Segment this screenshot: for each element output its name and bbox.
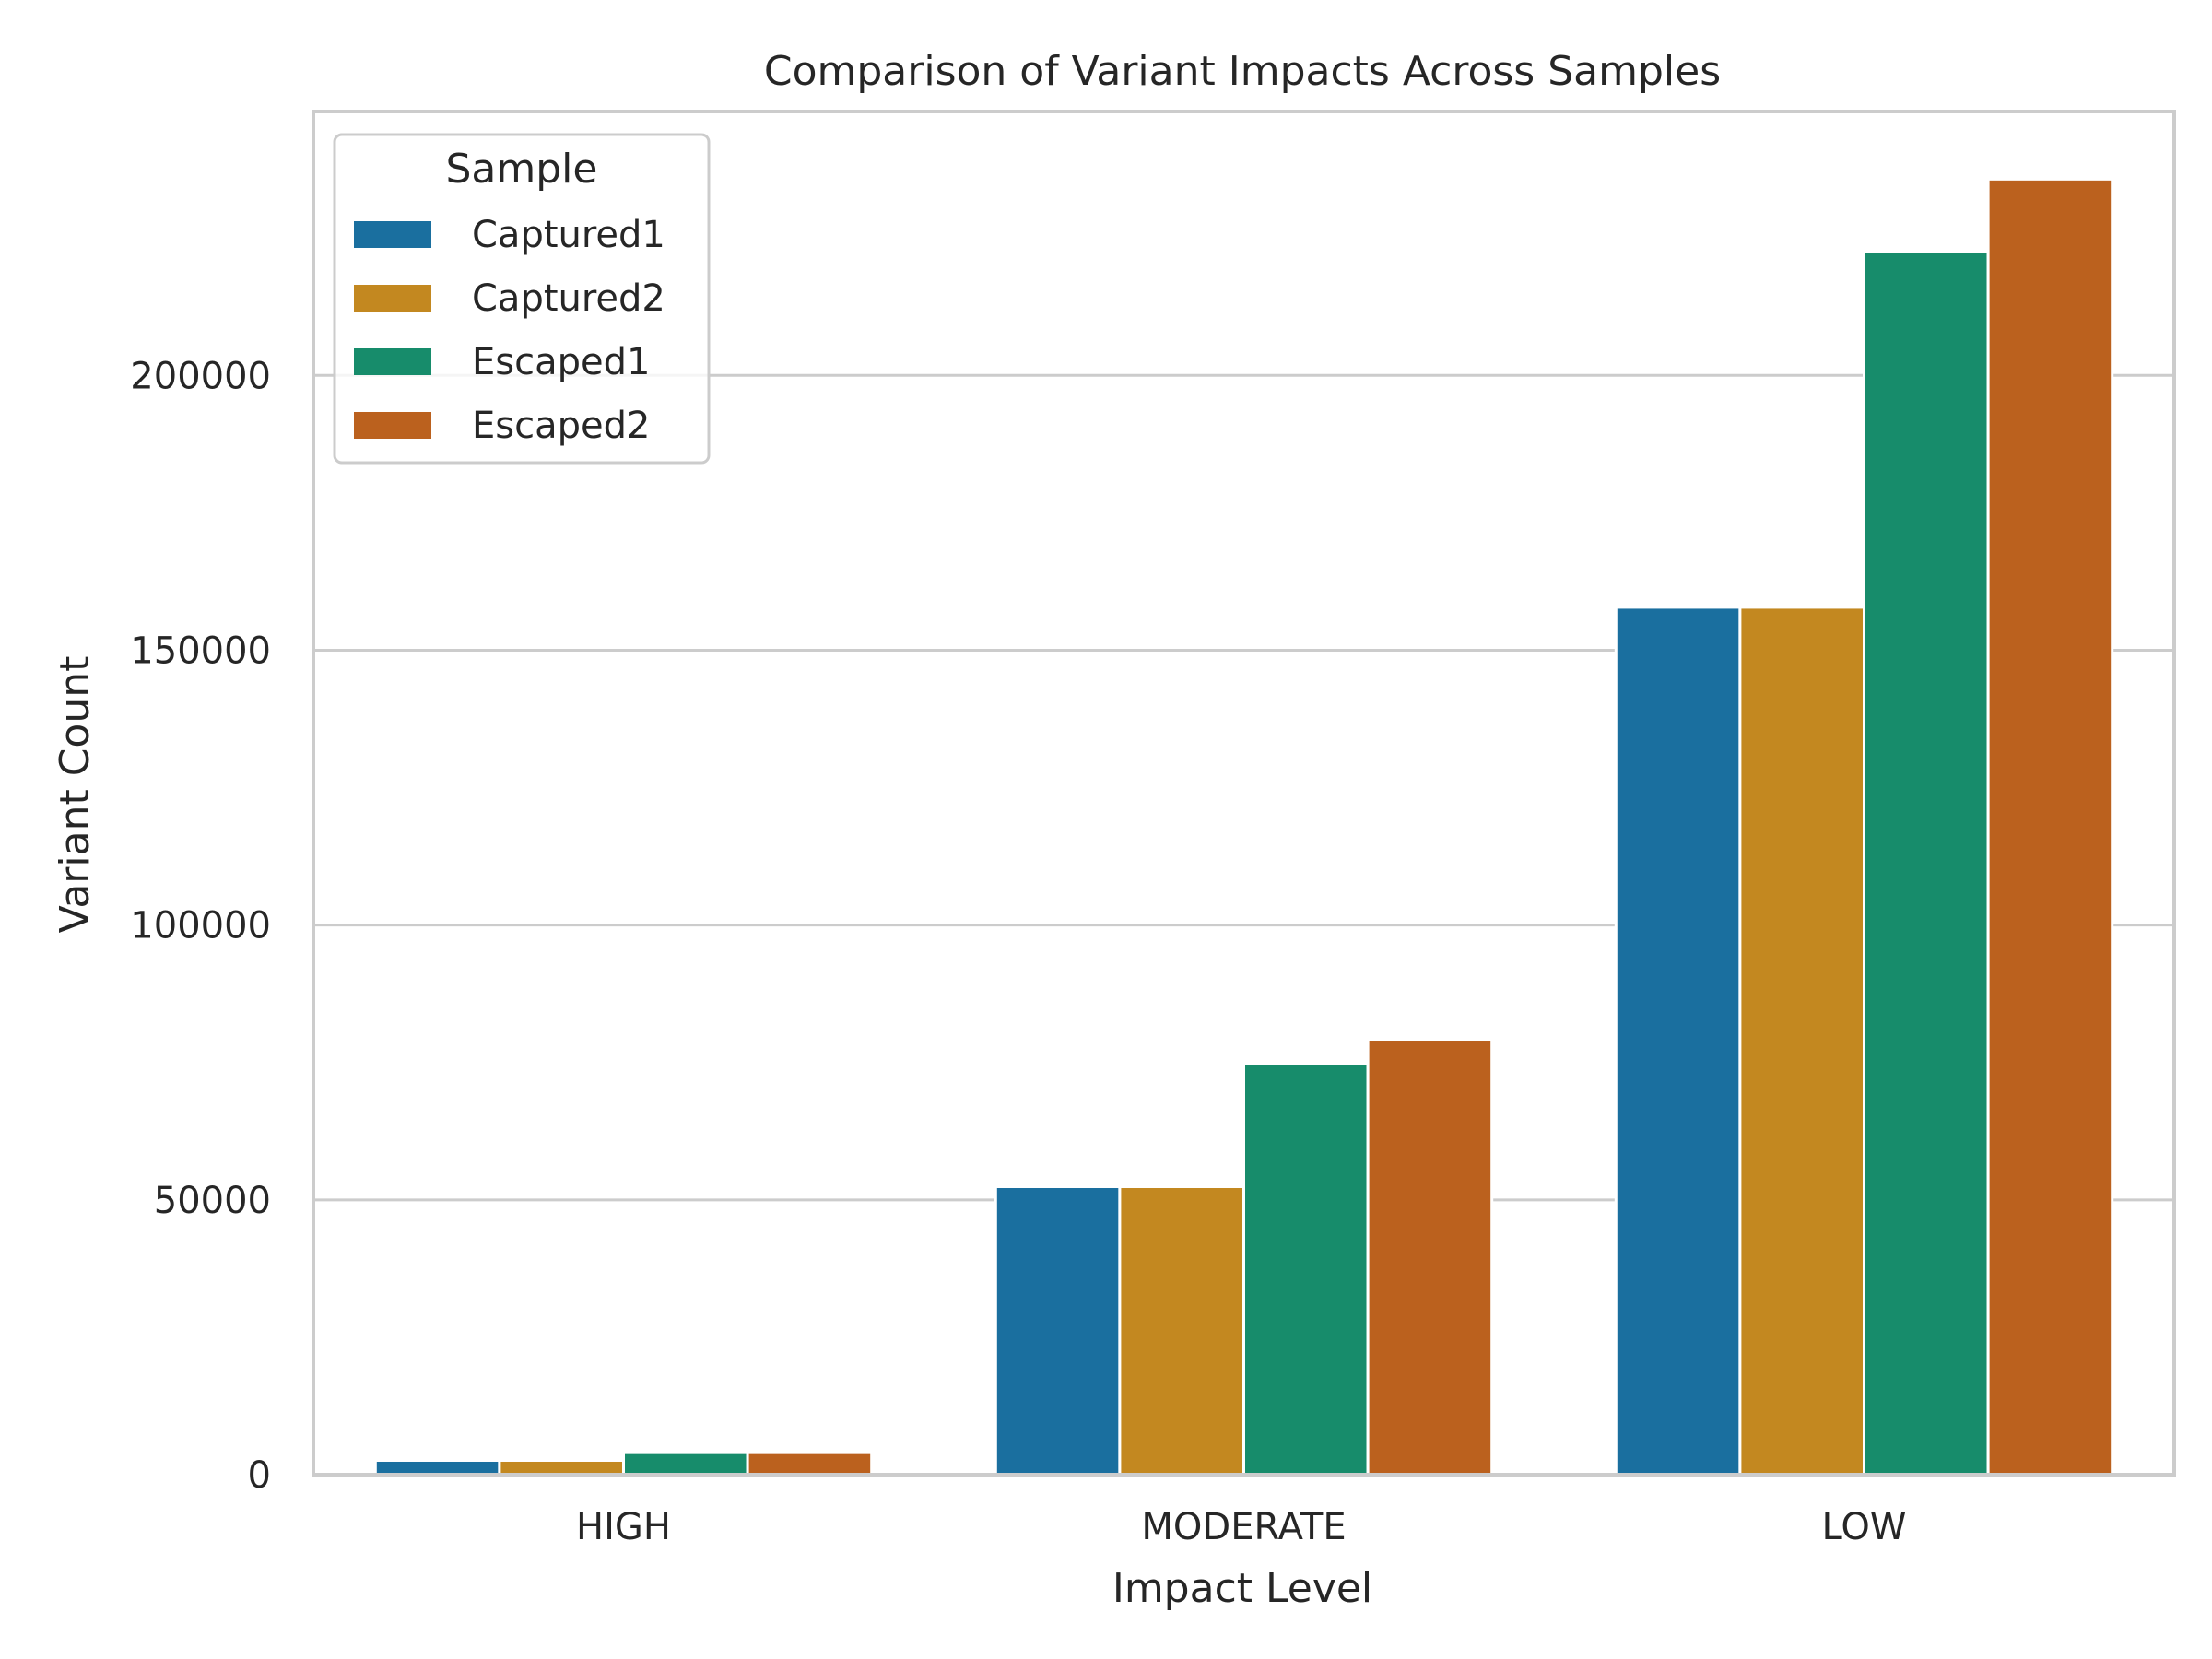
legend-label: Captured1	[472, 214, 665, 256]
legend-swatch	[354, 221, 431, 248]
bar-escaped1-low	[1863, 250, 1990, 1477]
x-tick-label: HIGH	[576, 1506, 671, 1548]
legend-swatch	[354, 285, 431, 312]
legend: Sample Captured1 Captured2 Escaped1 Escaped…	[333, 133, 711, 465]
legend-frame	[333, 133, 711, 465]
bar-escaped1-high	[622, 1451, 749, 1477]
bar-escaped1-moderate	[1242, 1062, 1370, 1477]
y-tick-labels: 0 50000 100000 150000 200000	[130, 355, 271, 1497]
x-axis-label: Impact Level	[1112, 1565, 1372, 1612]
bar-captured1-low	[1614, 606, 1742, 1477]
bar-captured2-high	[498, 1458, 626, 1477]
legend-label: Captured2	[472, 277, 665, 320]
bar-captured1-moderate	[994, 1185, 1122, 1477]
bar-captured2-low	[1738, 606, 1866, 1477]
y-axis-label: Variant Count	[52, 656, 99, 934]
legend-label: Escaped2	[472, 405, 650, 447]
y-tick-label: 100000	[130, 905, 271, 947]
x-tick-label: LOW	[1822, 1506, 1907, 1548]
y-tick-label: 0	[248, 1454, 271, 1497]
x-tick-label: MODERATE	[1141, 1506, 1346, 1548]
legend-entries: Captured1 Captured2 Escaped1 Escaped2	[354, 214, 665, 447]
plot-frame	[312, 110, 2176, 1477]
x-tick-labels: HIGH MODERATE LOW	[576, 1506, 1906, 1548]
y-tick-label: 50000	[154, 1180, 271, 1222]
legend-label: Escaped1	[472, 341, 650, 383]
y-tick-label: 150000	[130, 629, 271, 672]
bar-escaped2-high	[746, 1451, 874, 1477]
legend-swatch	[354, 348, 431, 375]
bar-escaped2-low	[1986, 177, 2114, 1477]
bar-captured2-moderate	[1118, 1185, 1246, 1477]
y-tick-label: 200000	[130, 355, 271, 397]
legend-swatch	[354, 412, 431, 439]
bar-escaped2-moderate	[1366, 1038, 1494, 1477]
bars	[373, 177, 2114, 1477]
legend-title: Sample	[446, 146, 598, 193]
chart-title: Comparison of Variant Impacts Across Sam…	[764, 48, 1721, 95]
bar-captured1-high	[373, 1458, 501, 1477]
